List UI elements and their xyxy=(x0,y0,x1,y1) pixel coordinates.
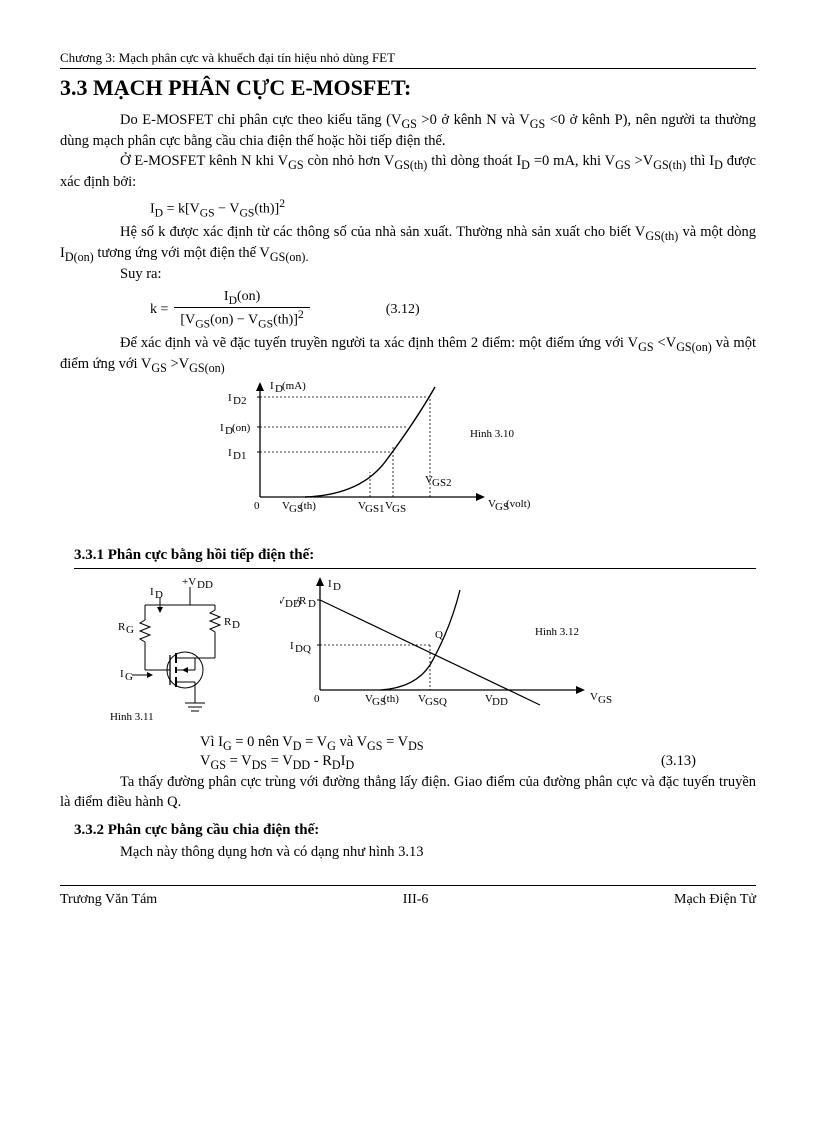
footer-page: III-6 xyxy=(403,892,429,908)
eq-line1: Vì IG = 0 nên VD = VG và VGS = VDS xyxy=(200,734,756,754)
formula-k: k = ID(on) [VGS(on) − VGS(th)]2 (3.12) xyxy=(150,285,756,334)
paragraph-6: Mạch này thông dụng hơn và có dạng như h… xyxy=(120,843,756,863)
eqnum-312: (3.12) xyxy=(386,302,420,318)
svg-text:I: I xyxy=(228,447,232,459)
footer-title: Mạch Điện Tử xyxy=(674,892,756,908)
svg-text:/R: /R xyxy=(296,595,307,607)
svg-text:I: I xyxy=(150,586,154,598)
svg-text:D: D xyxy=(232,619,240,631)
svg-text:I: I xyxy=(270,380,274,392)
svg-text:D2: D2 xyxy=(233,395,246,407)
eqnum-313: (3.13) xyxy=(661,753,696,773)
svg-text:GSQ: GSQ xyxy=(425,696,447,708)
svg-text:R: R xyxy=(118,621,126,633)
svg-text:(on): (on) xyxy=(232,422,251,434)
header-divider xyxy=(60,68,756,69)
paragraph-3: Hệ số k được xác định từ các thông số củ… xyxy=(60,223,756,265)
svg-text:D: D xyxy=(308,598,316,610)
subheading-331: 3.3.1 Phân cực bằng hồi tiếp điện thế: xyxy=(74,547,756,564)
eq-line2-row: VGS = VDS = VDD - RDID (3.13) xyxy=(60,753,756,773)
footer-divider xyxy=(60,885,756,886)
svg-text:D: D xyxy=(155,589,163,601)
svg-text:Hình 3.12: Hình 3.12 xyxy=(535,626,579,638)
svg-text:(mA): (mA) xyxy=(282,380,306,392)
svg-text:0: 0 xyxy=(314,693,320,705)
svg-text:DD: DD xyxy=(492,696,508,708)
svg-text:I: I xyxy=(228,392,232,404)
footer-author: Trương Văn Tám xyxy=(60,892,157,908)
svg-text:GS1: GS1 xyxy=(365,503,385,515)
suy-ra: Suy ra: xyxy=(120,265,756,285)
svg-text:GS: GS xyxy=(598,694,612,706)
figure-3-10: ID (mA) VGS(volt) ID2 ID(on) ID1 0 VGS(t… xyxy=(220,377,756,537)
svg-text:G: G xyxy=(125,671,133,683)
figure-3-11: +VDD RD ID RG IG xyxy=(100,575,270,730)
chapter-header: Chương 3: Mạch phân cực và khuếch đại tí… xyxy=(60,50,756,66)
formula-id: ID = k[VGS − VGS(th)]2 xyxy=(150,193,756,223)
svg-text:I: I xyxy=(328,578,332,590)
figure-row-311-312: +VDD RD ID RG IG xyxy=(100,575,756,730)
svg-text:D: D xyxy=(333,581,341,593)
paragraph-5: Ta thấy đường phân cực trùng với đường t… xyxy=(60,773,756,812)
sub-divider-331 xyxy=(74,568,756,569)
svg-text:I: I xyxy=(120,668,124,680)
svg-text:(th): (th) xyxy=(300,500,316,512)
svg-text:G: G xyxy=(126,624,134,636)
section-title: 3.3 MẠCH PHÂN CỰC E-MOSFET: xyxy=(60,75,756,101)
paragraph-2: Ở E-MOSFET kênh N khi VGS còn nhỏ hơn VG… xyxy=(60,152,756,193)
paragraph-4: Để xác định và vẽ đặc tuyến truyền người… xyxy=(60,334,756,376)
svg-text:V: V xyxy=(590,691,598,703)
svg-text:(volt): (volt) xyxy=(506,498,531,510)
svg-text:Q: Q xyxy=(435,629,443,641)
svg-text:+V: +V xyxy=(182,576,196,588)
paragraph-1: Do E-MOSFET chỉ phân cực theo kiểu tăng … xyxy=(60,111,756,152)
figure-3-12: ID VGS VDD/RD IDQ Q 0 VGS(th) VGSQ VDD H… xyxy=(280,575,640,725)
fig310-caption: Hình 3.10 xyxy=(470,428,515,440)
page-footer: Trương Văn Tám III-6 Mạch Điện Tử xyxy=(60,892,756,908)
svg-text:DQ: DQ xyxy=(295,643,311,655)
svg-text:0: 0 xyxy=(254,500,260,512)
subheading-332: 3.3.2 Phân cực bằng cầu chia điện thế: xyxy=(74,822,756,839)
svg-text:I: I xyxy=(290,640,294,652)
svg-text:R: R xyxy=(224,616,232,628)
svg-text:DD: DD xyxy=(197,579,213,591)
svg-text:GS2: GS2 xyxy=(432,477,452,489)
svg-text:GS: GS xyxy=(392,503,406,515)
svg-text:(th): (th) xyxy=(383,693,399,705)
svg-text:I: I xyxy=(220,422,224,434)
svg-text:D1: D1 xyxy=(233,450,246,462)
svg-text:Hình 3.11: Hình 3.11 xyxy=(110,711,154,723)
